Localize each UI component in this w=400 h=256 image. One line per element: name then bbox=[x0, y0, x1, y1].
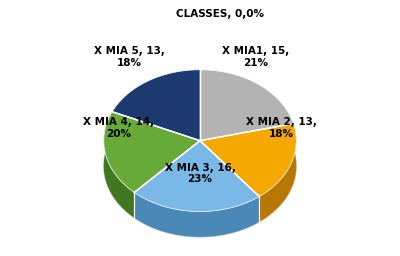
Polygon shape bbox=[134, 193, 259, 237]
Polygon shape bbox=[112, 70, 200, 141]
Text: X MIA1, 15,
21%: X MIA1, 15, 21% bbox=[222, 46, 289, 68]
Polygon shape bbox=[200, 124, 296, 197]
Text: X MIA 2, 13,
18%: X MIA 2, 13, 18% bbox=[246, 117, 316, 139]
Text: X MIA 4, 14,
20%: X MIA 4, 14, 20% bbox=[84, 117, 154, 139]
Text: X MIA 5, 13,
18%: X MIA 5, 13, 18% bbox=[94, 46, 164, 68]
Polygon shape bbox=[259, 124, 296, 222]
Ellipse shape bbox=[104, 95, 296, 237]
Polygon shape bbox=[104, 112, 200, 193]
Polygon shape bbox=[200, 70, 293, 141]
Polygon shape bbox=[134, 141, 259, 211]
Text: CLASSES, 0,0%: CLASSES, 0,0% bbox=[176, 9, 264, 19]
Polygon shape bbox=[104, 112, 134, 218]
Text: X MIA 3, 16,
23%: X MIA 3, 16, 23% bbox=[164, 163, 236, 184]
